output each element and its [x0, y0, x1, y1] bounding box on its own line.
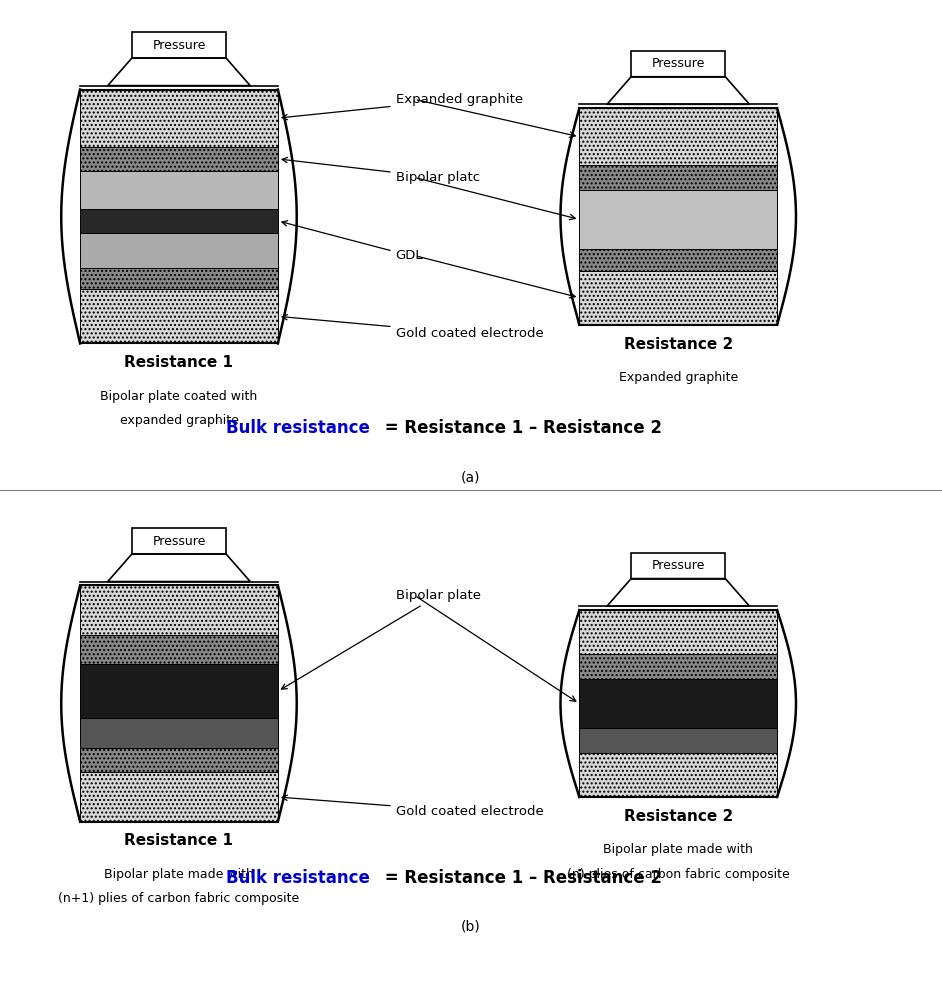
Text: Resistance 1: Resistance 1	[124, 833, 234, 848]
Bar	[579, 610, 777, 654]
Text: Pressure: Pressure	[153, 534, 205, 548]
Text: Gold coated electrode: Gold coated electrode	[282, 315, 544, 340]
Text: (n+1) plies of carbon fabric composite: (n+1) plies of carbon fabric composite	[58, 892, 300, 905]
Text: = Resistance 1 – Resistance 2: = Resistance 1 – Resistance 2	[379, 419, 661, 437]
Bar	[579, 108, 777, 165]
Bar	[80, 147, 278, 171]
Text: Resistance 2: Resistance 2	[624, 337, 733, 351]
Text: Pressure: Pressure	[153, 38, 205, 52]
Text: (n) plies of carbon fabric composite: (n) plies of carbon fabric composite	[567, 868, 789, 881]
Bar	[579, 728, 777, 753]
Text: Pressure: Pressure	[652, 559, 705, 573]
Bar	[80, 585, 278, 635]
Bar	[579, 679, 777, 728]
Text: Resistance 1: Resistance 1	[124, 355, 234, 370]
Text: Resistance 2: Resistance 2	[624, 809, 733, 824]
Bar	[132, 32, 226, 58]
Bar	[80, 748, 278, 772]
Bar	[80, 233, 278, 268]
Bar	[80, 664, 278, 718]
Polygon shape	[107, 554, 251, 582]
Bar	[80, 90, 278, 147]
Text: expanded graphite: expanded graphite	[120, 414, 238, 427]
Bar	[579, 190, 777, 249]
Bar	[579, 249, 777, 271]
Text: Bulk resistance: Bulk resistance	[226, 419, 370, 437]
Text: Bipolar plate made with: Bipolar plate made with	[603, 843, 754, 856]
Bar	[579, 654, 777, 679]
Text: Bipolar platc: Bipolar platc	[282, 157, 479, 184]
Text: Bipolar plate: Bipolar plate	[282, 588, 480, 689]
Text: (a): (a)	[462, 470, 480, 484]
Bar	[80, 718, 278, 748]
Polygon shape	[607, 579, 750, 606]
Bar	[80, 268, 278, 289]
Bar	[631, 553, 725, 579]
Text: (b): (b)	[462, 920, 480, 934]
Bar	[80, 635, 278, 664]
Bar	[80, 171, 278, 209]
Bar	[80, 289, 278, 343]
Text: Expanded graphite: Expanded graphite	[282, 92, 523, 120]
Text: Bipolar plate made with: Bipolar plate made with	[104, 868, 254, 881]
Text: = Resistance 1 – Resistance 2: = Resistance 1 – Resistance 2	[379, 869, 661, 887]
Bar	[579, 753, 777, 797]
Text: Gold coated electrode: Gold coated electrode	[282, 795, 544, 819]
Bar	[631, 51, 725, 77]
Bar	[80, 772, 278, 822]
Text: Pressure: Pressure	[652, 57, 705, 71]
Polygon shape	[107, 58, 251, 86]
Polygon shape	[607, 77, 750, 104]
Bar	[80, 209, 278, 233]
Bar	[579, 271, 777, 325]
Text: Expanded graphite: Expanded graphite	[619, 371, 738, 384]
Bar	[132, 528, 226, 554]
Text: GDL: GDL	[282, 220, 423, 262]
Bar	[579, 165, 777, 190]
Text: Bulk resistance: Bulk resistance	[226, 869, 370, 887]
Text: Bipolar plate coated with: Bipolar plate coated with	[101, 390, 257, 402]
